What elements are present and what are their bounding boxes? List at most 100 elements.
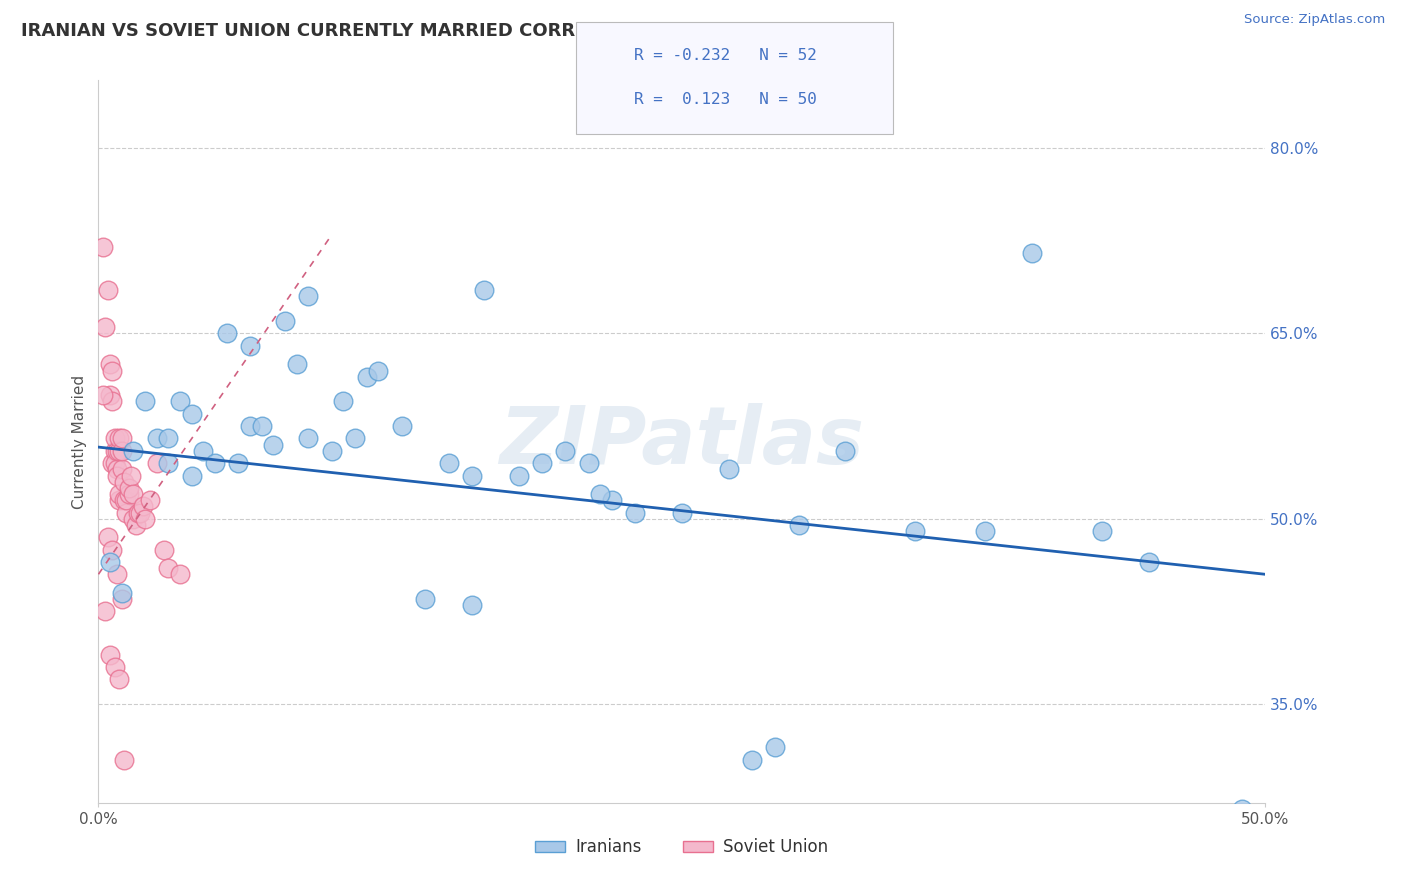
Point [118,487,141,501]
Point [974,524,997,538]
Point [120,468,142,483]
Text: ZIPatlas: ZIPatlas [499,402,865,481]
Point [111,592,134,607]
Point [600,493,623,508]
Legend: Iranians, Soviet Union: Iranians, Soviet Union [529,831,835,863]
Point [98,357,121,371]
Point [91,388,114,402]
Point [228,456,250,470]
Point [589,487,612,501]
Point [146,432,169,446]
Point [104,456,127,470]
Point [146,456,169,470]
Point [157,561,180,575]
Point [108,432,131,446]
Point [105,468,128,483]
Point [169,394,191,409]
Point [139,493,162,508]
Point [104,443,127,458]
Point [129,506,152,520]
Point [115,493,138,508]
Point [152,542,174,557]
Point [115,506,138,520]
Point [111,443,134,458]
Point [262,437,284,451]
Text: Source: ZipAtlas.com: Source: ZipAtlas.com [1244,13,1385,27]
Point [1137,555,1160,569]
Point [111,586,134,600]
Point [118,481,141,495]
Text: R = -0.232   N = 52: R = -0.232 N = 52 [634,48,817,62]
Point [169,567,191,582]
Point [105,443,128,458]
Point [332,394,354,409]
Point [239,339,262,353]
Point [437,456,460,470]
Point [112,493,135,508]
Point [108,487,131,501]
Text: R =  0.123   N = 50: R = 0.123 N = 50 [634,92,817,106]
Text: IRANIAN VS SOVIET UNION CURRENTLY MARRIED CORRELATION CHART: IRANIAN VS SOVIET UNION CURRENTLY MARRIE… [21,22,734,40]
Point [94,320,117,334]
Point [834,443,856,458]
Point [391,419,413,434]
Point [112,475,135,489]
Point [98,555,121,569]
Point [122,487,145,501]
Point [741,753,763,767]
Point [101,456,124,470]
Point [101,363,124,377]
Point [108,493,131,508]
Point [215,326,238,341]
Point [530,456,553,470]
Point [101,542,124,557]
Point [508,468,530,483]
Point [193,443,215,458]
Point [413,592,436,607]
Point [157,456,180,470]
Point [98,648,121,662]
Point [98,388,121,402]
Point [180,407,202,421]
Point [472,283,495,297]
Point [367,363,389,377]
Point [101,394,124,409]
Point [97,530,120,544]
Point [112,753,135,767]
Point [356,369,378,384]
Point [671,506,693,520]
Point [111,432,134,446]
Point [274,314,297,328]
Point [127,506,149,520]
Point [1091,524,1114,538]
Point [250,419,273,434]
Point [91,240,114,254]
Point [111,462,134,476]
Point [97,283,120,297]
Point [122,443,145,458]
Point [204,456,226,470]
Point [285,357,308,371]
Point [461,468,484,483]
Point [904,524,927,538]
Point [1230,802,1253,816]
Point [717,462,740,476]
Point [624,506,647,520]
Point [297,432,319,446]
Point [108,673,131,687]
Point [763,740,786,755]
Point [787,517,810,532]
Point [104,660,127,674]
Point [461,598,484,612]
Point [1021,246,1043,260]
Point [578,456,600,470]
Point [104,432,127,446]
Point [321,443,343,458]
Point [132,500,155,514]
Point [180,468,202,483]
Point [94,604,117,618]
Point [122,512,145,526]
Point [157,432,180,446]
Y-axis label: Currently Married: Currently Married [72,375,87,508]
Point [105,462,128,476]
